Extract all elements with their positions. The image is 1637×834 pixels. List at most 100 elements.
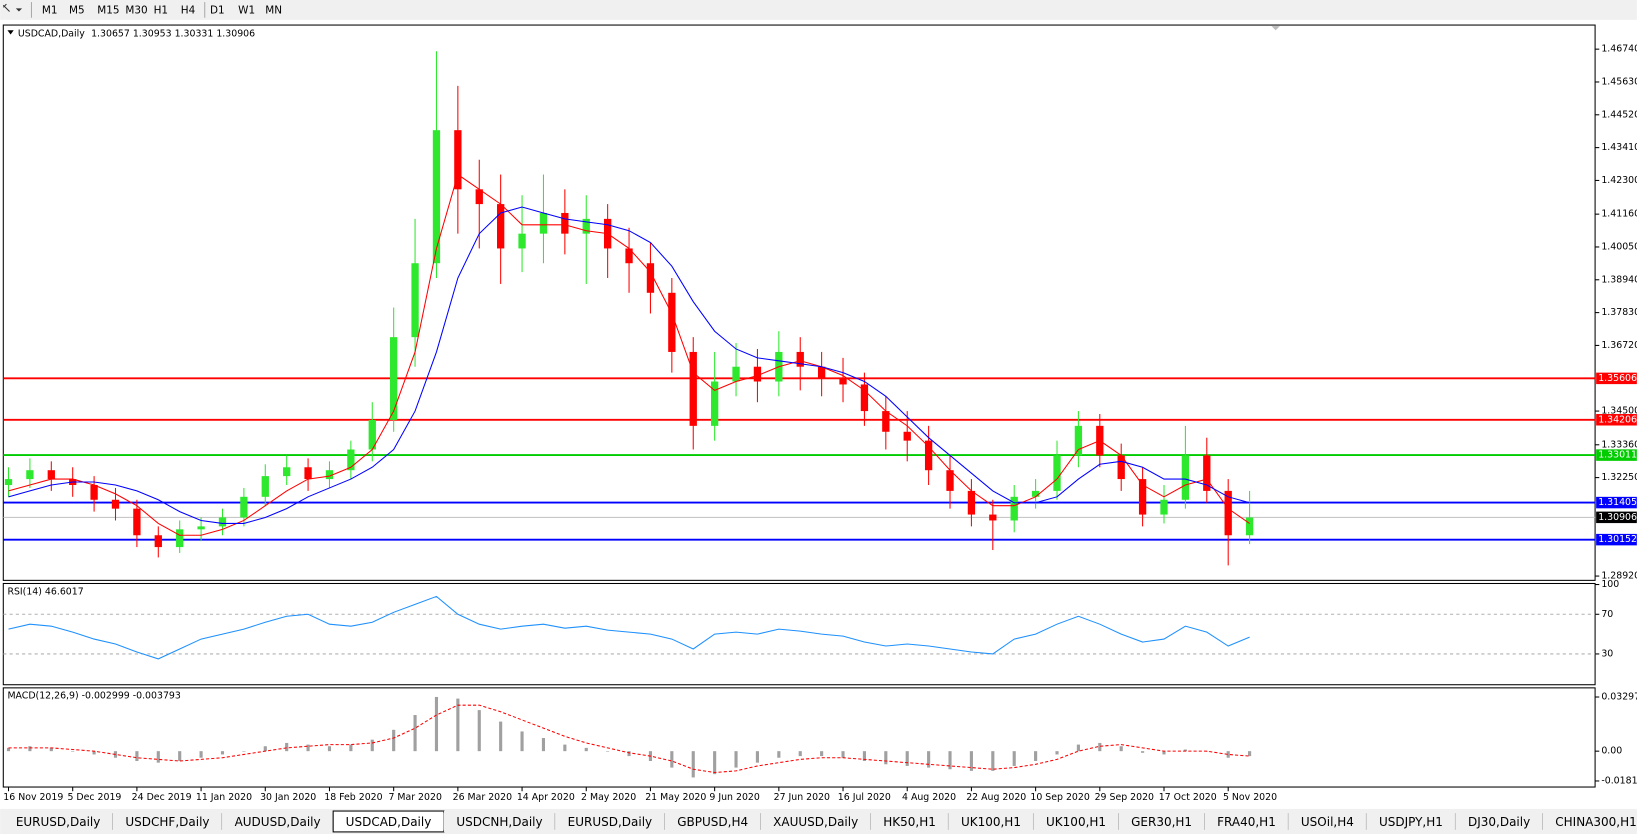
macd-bar [306,744,310,752]
tab[interactable]: USDCAD,Daily [332,810,445,833]
x-tick-label: 5 Dec 2019 [67,792,121,803]
rsi-panel [2,582,1596,686]
tab-bg [1118,811,1205,832]
tab-label[interactable]: GER30,H1 [1131,815,1192,829]
tab-label[interactable]: USDCHF,Daily [125,815,209,829]
x-tick-label: 17 Oct 2020 [1159,792,1217,803]
tab[interactable]: USDCHF,Daily [112,811,223,832]
candle-body [26,470,34,480]
macd-bar [1034,751,1038,762]
tab-label[interactable]: CHINA300,H1 [1555,815,1637,829]
macd-bar [49,747,53,752]
tab-label[interactable]: UK100,H1 [1046,815,1106,829]
x-tick-label: 22 Aug 2020 [966,792,1026,803]
symbol-menu-arrow[interactable] [7,30,14,35]
candle-body [304,467,312,480]
tab-label[interactable]: FRA40,H1 [1217,815,1276,829]
tab-label[interactable]: USDJPY,H1 [1379,815,1443,829]
tab[interactable]: AUDUSD,Daily [222,811,334,832]
tab-label[interactable]: USDCAD,Daily [346,815,432,829]
candle-body [561,212,569,234]
tab-label[interactable]: USOil,H4 [1301,815,1354,829]
candle-body [47,470,55,480]
candle-body [518,233,526,249]
macd-signal [8,704,1250,774]
macd-bar [777,751,781,758]
macd-bar [434,696,439,752]
tab[interactable]: DJ30,Daily [1455,811,1544,832]
macd-bar [691,751,695,778]
timeframe-button[interactable]: M30 [125,4,147,16]
tab-label[interactable]: AUDUSD,Daily [235,815,321,829]
macd-bar [28,746,32,752]
candle-body [1138,479,1147,515]
candle-body [753,366,762,382]
tab-label[interactable]: UK100,H1 [961,815,1021,829]
candle-body [882,411,890,432]
timeframe-button[interactable]: MN [265,4,282,16]
macd-bar [1141,751,1145,753]
toolbar-dropdown[interactable] [15,8,23,12]
tab[interactable]: GBPUSD,H4 [664,811,762,832]
tab-label[interactable]: EURUSD,Daily [16,815,101,829]
tab-bg [1455,811,1543,832]
candle-body [1245,517,1254,536]
macd-bar [6,747,11,752]
candle-body [432,130,441,264]
tab-label[interactable]: XAUUSD,Daily [773,815,858,829]
macd-bar [713,751,717,775]
tab[interactable]: USDCNH,Daily [443,811,556,832]
level-label-bg [1596,496,1637,509]
tab[interactable]: USOil,H4 [1288,811,1367,832]
tab[interactable]: GER30,H1 [1118,811,1206,832]
macd-bar [220,751,225,755]
level-label: 1.31405 [1598,497,1637,508]
tab-label[interactable]: DJ30,Daily [1468,815,1530,829]
candle-body [1031,490,1040,497]
tab[interactable]: FRA40,H1 [1204,811,1289,832]
tab-bg [1542,811,1637,832]
timeframe-button[interactable]: H1 [154,4,168,16]
tab-label[interactable]: GBPUSD,H4 [677,815,748,829]
macd-bar [413,715,417,752]
tab[interactable]: CHINA300,H1 [1542,811,1637,832]
tab[interactable]: UK100,H1 [948,811,1035,832]
timeframe-button[interactable]: M15 [97,4,119,16]
x-tick-label: 27 Jun 2020 [774,792,830,803]
tab[interactable]: EURUSD,Daily [555,811,666,832]
tab[interactable]: UK100,H1 [1033,811,1120,832]
candle-body [924,440,933,471]
tab[interactable]: XAUUSD,Daily [760,811,872,832]
timeframe-button[interactable]: D1 [210,4,225,16]
macd-bar [1226,751,1230,758]
moving-average [8,173,1250,536]
toolbar-icon[interactable] [2,3,10,12]
y-tick-label: 0.032972 [1601,692,1637,703]
macd-bar [1183,749,1187,752]
tab-label[interactable]: USDCNH,Daily [456,815,542,829]
macd-bar [627,751,631,757]
timeframe-button[interactable]: M5 [69,4,85,16]
last-price-label: 1.30906 [1598,512,1637,523]
candle-body [347,449,355,471]
timeframe-button[interactable]: W1 [238,4,255,16]
tab-label[interactable]: EURUSD,Daily [568,815,653,829]
timeframe-button[interactable]: M1 [42,4,58,16]
candle-body [860,384,869,412]
timeframe-button[interactable]: H4 [181,4,196,16]
y-tick-label: 70 [1601,609,1613,620]
tab[interactable]: EURUSD,Daily [3,811,114,832]
level-label-bg [1596,449,1637,461]
tab[interactable]: HK50,H1 [870,811,949,832]
macd-bar [991,751,995,771]
candle-body [903,431,911,441]
candle-body [1203,455,1211,491]
candle-body [411,263,419,338]
moving-average [8,206,1250,524]
tab-label[interactable]: HK50,H1 [883,815,936,829]
x-tick-label: 16 Nov 2019 [3,792,63,803]
macd-bar [92,751,96,755]
macd-bar [798,751,802,757]
tab[interactable]: USDJPY,H1 [1366,811,1456,832]
